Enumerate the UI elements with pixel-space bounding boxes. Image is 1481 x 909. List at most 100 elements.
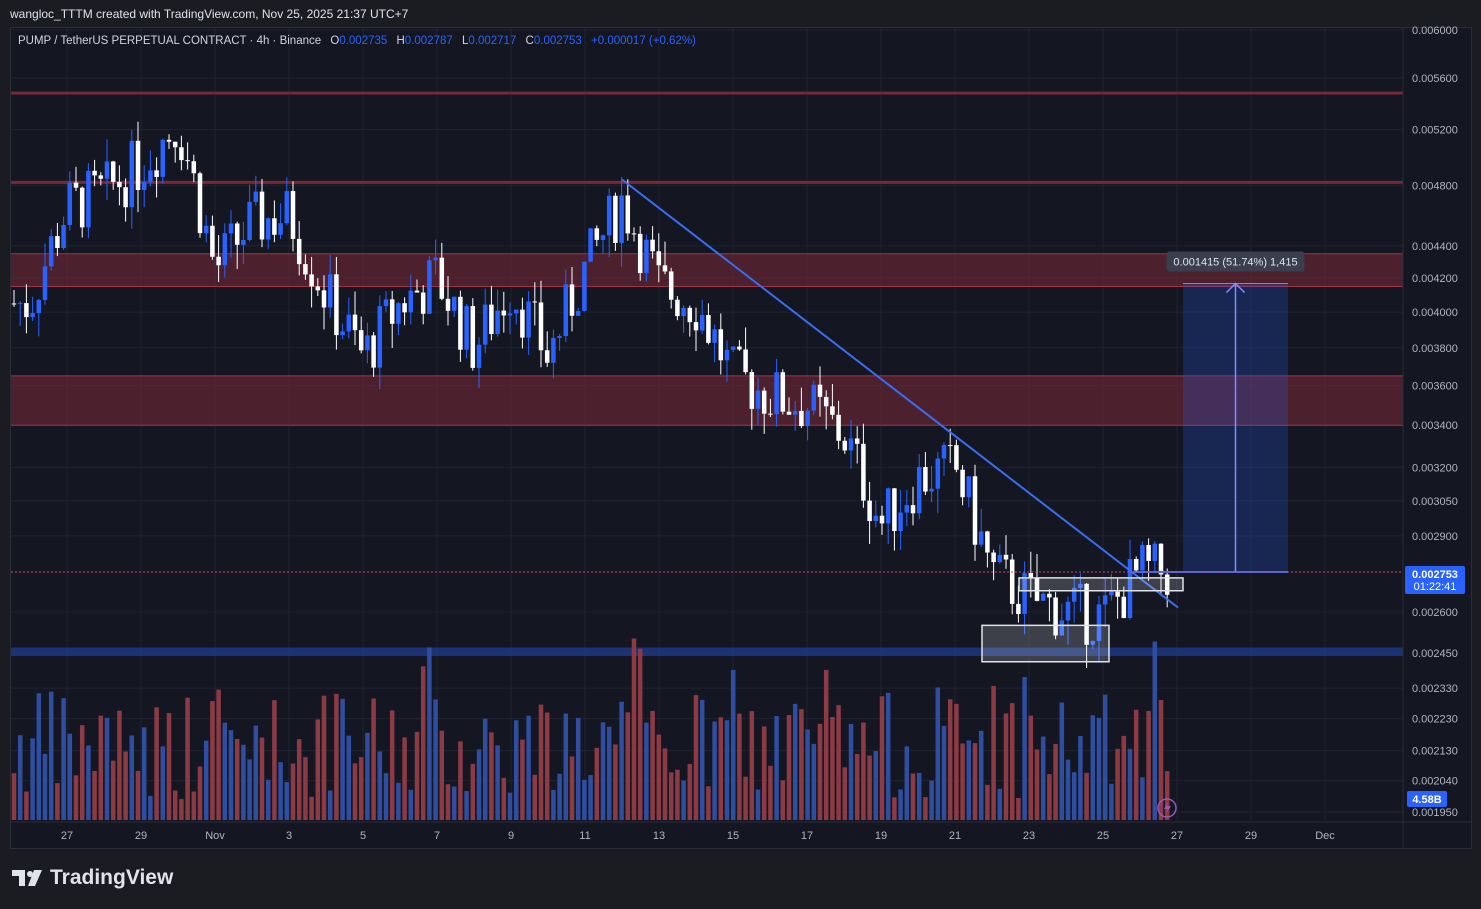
price-axis[interactable]: 0.006000 0.005600 0.005200 0.004800 0.004400… [1402,25,1465,849]
volume-bar [365,732,370,820]
time-tick-label: 11 [579,830,590,842]
tradingview-logo[interactable]: TradingView [12,866,173,890]
volume-bar [1121,735,1127,820]
candle-body [805,410,810,427]
candle-body [650,239,655,252]
trendline [621,178,1179,609]
candle-body [321,290,327,308]
candle-body [991,552,996,563]
volume-bar [687,763,693,820]
candle-body [625,195,631,234]
candle-body [811,384,817,411]
volume-bar [1090,715,1096,820]
candle-body [1028,573,1034,578]
time-tick-label: Dec [1315,830,1335,842]
symbol-name[interactable]: PUMP / TetherUS PERPETUAL CONTRACT · 4h … [18,35,322,47]
candle-body [172,141,178,148]
candle-body [848,438,854,451]
volume-bar [272,700,277,820]
candle-body [972,476,978,545]
volume-bar [544,712,550,820]
volume-bar [885,692,891,820]
candle-body [427,260,432,314]
volume-bar [445,784,451,820]
lightning-icon [1157,798,1177,818]
volume-bar [594,747,600,820]
volume-bar [743,776,748,820]
candle-body [1009,559,1015,604]
candle-body [507,313,513,316]
candle-body [11,303,17,305]
volume-bar [148,795,153,820]
candle-body [978,531,984,545]
candle-body [433,257,438,261]
volume-bar [383,773,389,820]
candle-body [272,218,277,235]
candle-body [1003,554,1009,560]
candle-body [55,236,60,248]
drawings[interactable]: 0.001415 (51.74%) 1,415 [11,178,1403,818]
volume-bar [203,740,209,820]
volume-bar [625,712,631,820]
volume-bar [197,766,203,820]
candle-body [1109,591,1114,596]
volume-bar [997,788,1003,820]
volume-bar [464,791,469,820]
candle-body [489,304,494,335]
candle-body [879,515,885,524]
time-tick-label: 27 [1171,830,1183,842]
candle-body [110,161,116,182]
volume-bar [247,759,252,820]
time-tick-label: 21 [949,830,961,842]
volume-bar [749,711,755,820]
candle-body [916,467,922,514]
volume-bar [724,720,730,820]
volume-bar [55,783,60,820]
candle-body [470,306,476,368]
volume-bar [507,792,513,820]
volume-bar [1102,694,1108,820]
volume-bar [730,669,736,820]
candle-body [309,274,314,287]
candle-body [786,411,792,415]
volume-bar [737,713,742,820]
time-tick-label: 23 [1023,830,1035,842]
volume-bar [1016,797,1021,820]
close-value: 0.002753 [533,35,582,47]
candle-body [941,445,947,459]
volume-bar [1034,749,1040,820]
candle-body [1115,591,1120,597]
candle-body [1022,573,1027,615]
candle-body [520,309,525,338]
price-tick-label: 0.003800 [1412,343,1458,355]
candle-body [154,170,159,177]
volume-bar [470,763,476,820]
candle-body [594,228,600,240]
volume-bar [799,709,804,820]
time-axis[interactable]: 27 29 Nov 3 5 7 9 11 13 15 17 19 21 23 25 27 29 Dec [11,821,1471,842]
price-tick-label: 0.006000 [1412,25,1458,37]
projection-label-bg [1166,251,1305,272]
candle-body [216,256,221,266]
lightning-icon-bolt [1164,802,1171,814]
price-tick-label: 0.003050 [1412,496,1458,508]
candle-body [1071,587,1077,602]
projection-label: 0.001415 (51.74%) 1,415 [1173,256,1297,268]
low-value: 0.002717 [468,35,517,47]
candle-body [681,307,686,317]
candle-body [885,488,891,524]
candle-body [414,290,420,293]
candle-body [1133,558,1139,571]
volume-bar [1133,709,1139,820]
candle-body [253,191,259,202]
chart-frame[interactable] [10,27,1472,849]
volume-bar [154,707,159,820]
candle-body [17,303,23,305]
volume-bar [42,753,48,820]
candle-body [563,284,569,337]
price-tick-label: 0.002900 [1412,531,1458,543]
volume-bar [662,748,668,820]
candle-body [86,170,91,228]
candle-body [228,223,234,234]
